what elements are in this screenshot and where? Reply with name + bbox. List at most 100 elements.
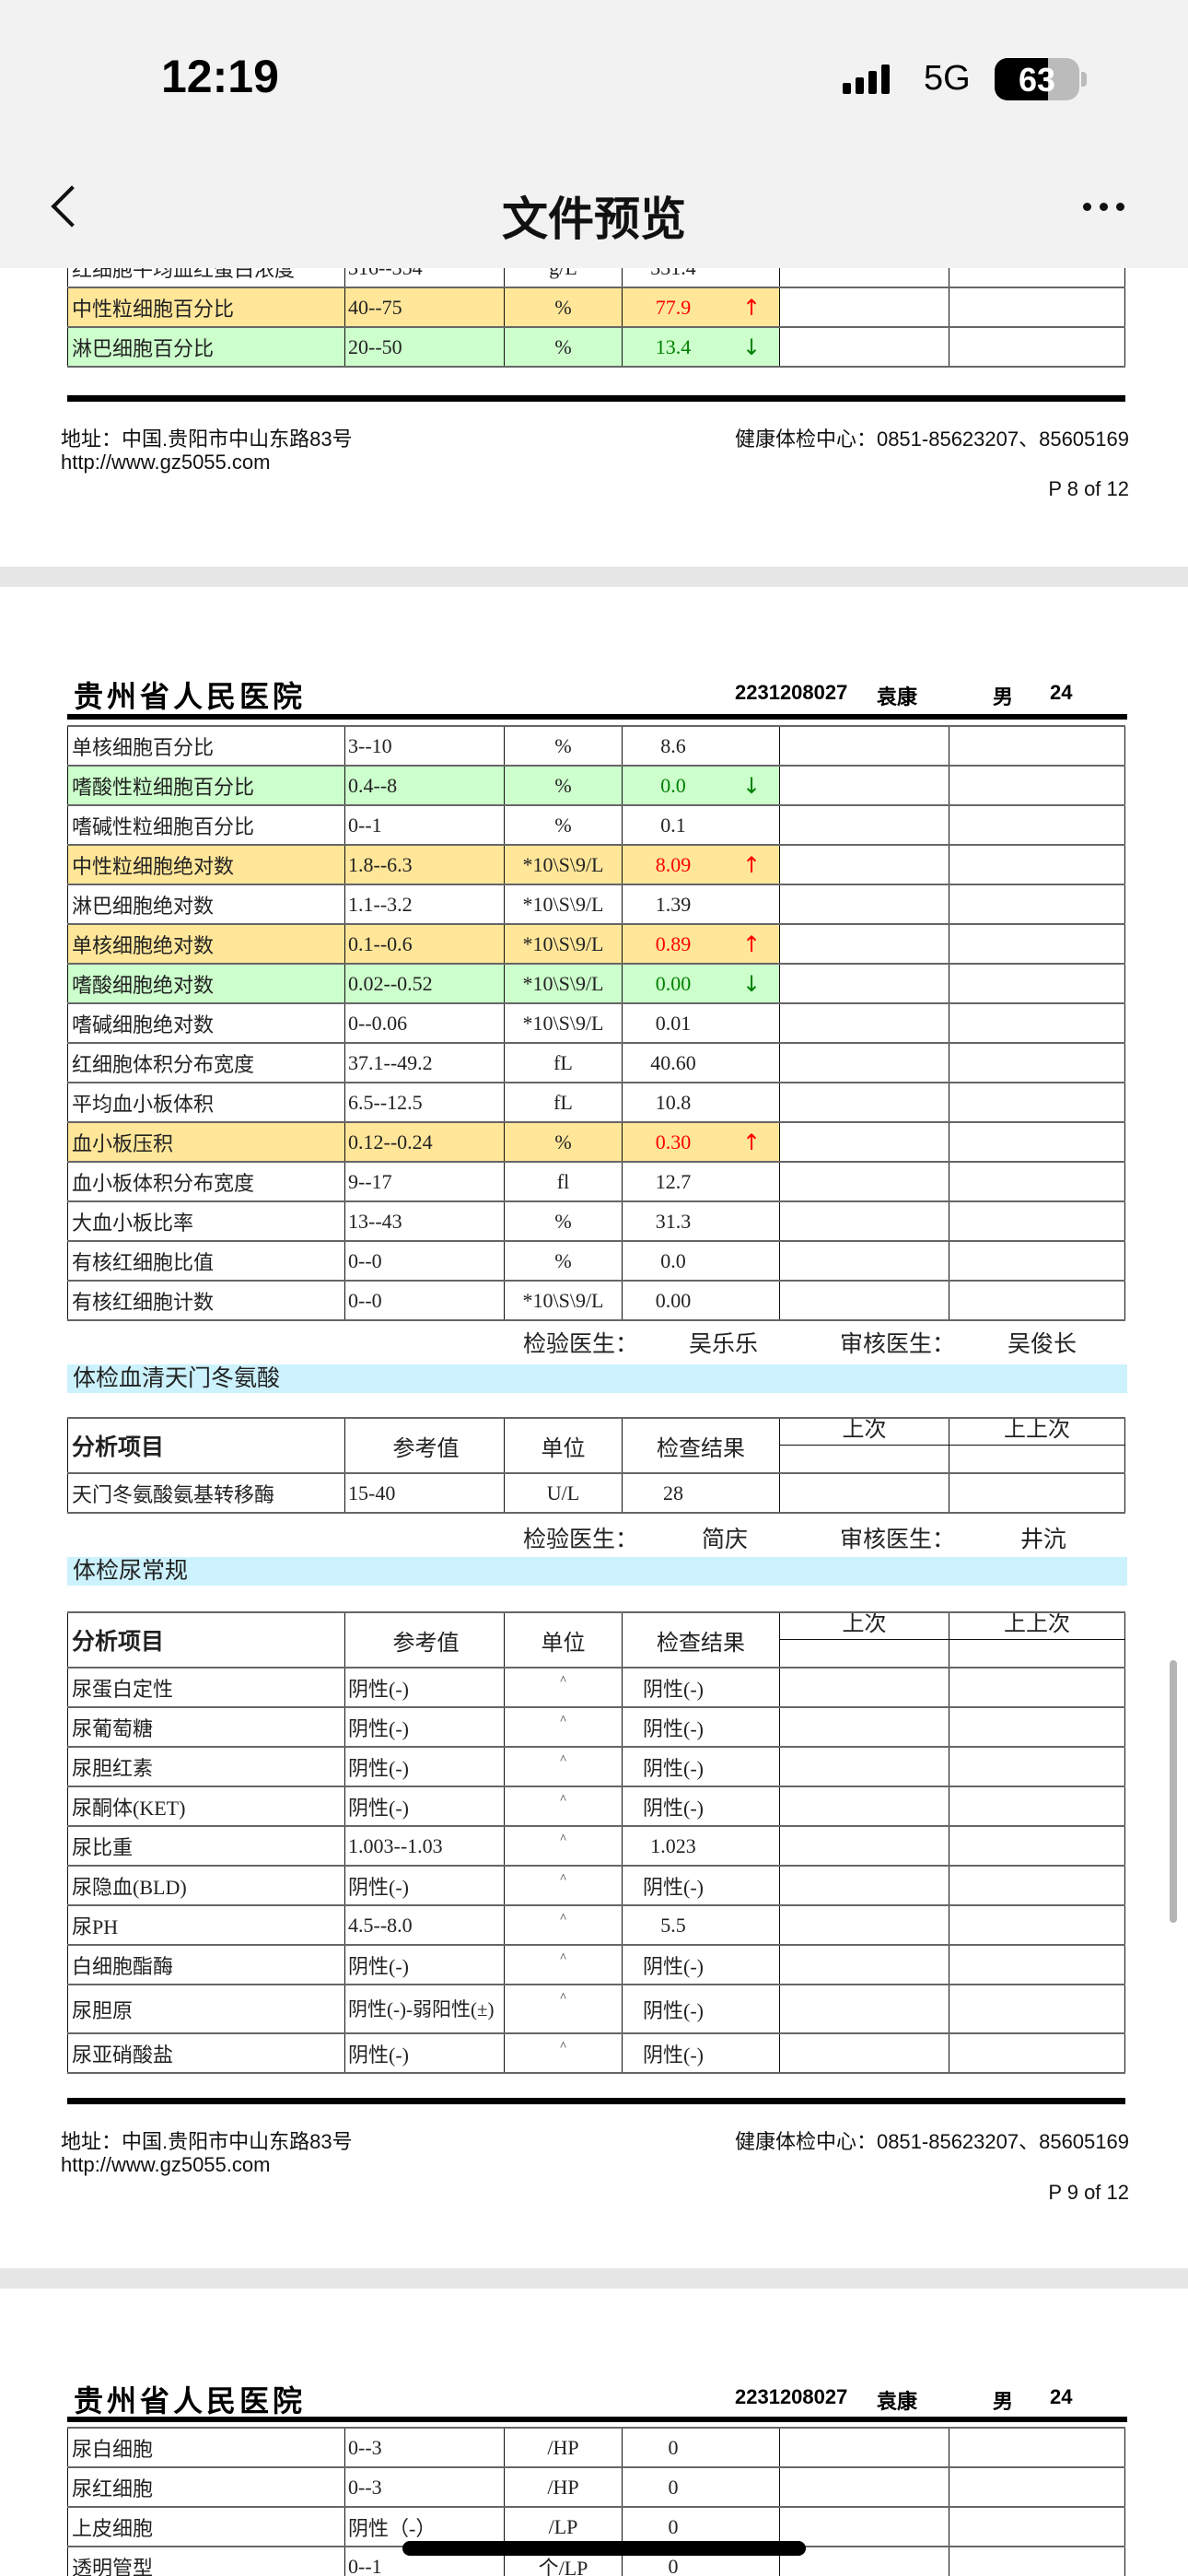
- results-table-p8: 红细胞平均血红蛋白浓度316--354g/L331.4中性粒细胞百分比40--7…: [67, 268, 1125, 368]
- more-horizontal-icon[interactable]: [1083, 203, 1124, 211]
- previous-previous-result: [949, 2468, 1125, 2506]
- navigation-bar: 文件预览: [0, 147, 1188, 268]
- result-value: 8.09: [655, 852, 692, 876]
- previous-previous-result: [949, 925, 1125, 963]
- footer-address: 地址：中国.贵阳市中山东路83号: [61, 2130, 353, 2153]
- previous-previous-result: [949, 1867, 1125, 1904]
- previous-previous-result: [949, 806, 1125, 844]
- tester-name: 吴乐乐: [689, 1332, 759, 1357]
- result-value: 阴性(-): [643, 1875, 704, 1899]
- previous-result: [780, 727, 949, 765]
- reference-range: 1.1--3.2: [345, 885, 505, 923]
- unit: %: [505, 328, 623, 366]
- previous-result: [780, 1906, 949, 1944]
- item-name: 嗜酸细胞绝对数: [67, 965, 345, 1002]
- previous-previous-result: [949, 1282, 1125, 1319]
- previous-result: [780, 767, 949, 804]
- result-value: 0.0: [660, 773, 686, 797]
- result: 0.0: [623, 1242, 780, 1280]
- result-value: 0: [668, 2475, 679, 2499]
- section-title: 体检尿常规: [67, 1557, 1127, 1586]
- result: 0.0 ↓: [623, 767, 780, 804]
- header-ref: 参考值: [345, 1613, 505, 1667]
- previous-result: [780, 1123, 949, 1161]
- unit: ^: [505, 1946, 623, 1984]
- document-viewer[interactable]: 红细胞平均血红蛋白浓度316--354g/L331.4中性粒细胞百分比40--7…: [0, 268, 1188, 2576]
- footer-phone: 健康体检中心：0851-85623207、85605169: [734, 427, 1129, 451]
- header-unit: 单位: [505, 1613, 623, 1667]
- previous-previous-result: [949, 846, 1125, 884]
- result-value: 0.01: [655, 1011, 692, 1035]
- reference-range: 阴性（-）: [345, 2508, 505, 2546]
- previous-previous-result: [949, 1787, 1125, 1825]
- result: 0.00: [623, 1282, 780, 1319]
- item-name: 有核红细胞计数: [67, 1282, 345, 1319]
- patient-id: 2231208027: [735, 681, 848, 704]
- patient-sex: 男: [993, 685, 1014, 708]
- previous-result: [780, 2034, 949, 2072]
- reference-range: 40--75: [345, 288, 505, 326]
- table-row: 尿白细胞 0--3/HP 0: [67, 2429, 1125, 2468]
- result-value: 28: [663, 1481, 683, 1505]
- previous-result: [780, 846, 949, 884]
- previous-result: [780, 328, 949, 366]
- table-header: 分析项目 参考值 单位 检查结果 上次 上上次: [67, 1611, 1125, 1669]
- results-table-blood: 单核细胞百分比 3--10% 8.6 嗜酸性粒细胞百分比 0.4--8% 0.0 ↓ 嗜碱性粒…: [67, 725, 1125, 1321]
- reference-range: 1.003--1.03: [345, 1827, 505, 1865]
- previous-previous-result: [949, 328, 1125, 366]
- previous-previous-result: [949, 1202, 1125, 1240]
- result-value: 阴性(-): [643, 1756, 704, 1780]
- results-table-ast: 分析项目 参考值 单位 检查结果 上次 上上次 天门冬氨酸氨基转移酶 15-40 U/L 28: [67, 1417, 1125, 1514]
- previous-previous-result: [949, 1708, 1125, 1746]
- unit: %: [505, 1242, 623, 1280]
- patient-age: 24: [1050, 681, 1073, 704]
- previous-result: [780, 1787, 949, 1825]
- table-row: 有核红细胞计数 0--0 *10\S\9/L 0.00: [67, 1282, 1125, 1321]
- previous-previous-result: [949, 1985, 1125, 2032]
- result-value: 0: [668, 2554, 679, 2576]
- unit: *10\S\9/L: [505, 846, 623, 884]
- reference-range: 阴性(-): [345, 1748, 505, 1786]
- page-title: 文件预览: [502, 193, 686, 246]
- reference-range: 13--43: [345, 1202, 505, 1240]
- hospital-name: 贵州省人民医院: [74, 679, 307, 714]
- header-prev2-label: 上上次: [949, 1613, 1124, 1640]
- status-bar: 12:19 5G 63: [0, 0, 1188, 147]
- result-value: 阴性(-): [643, 1954, 704, 1978]
- reference-range: 阴性(-): [345, 2034, 505, 2072]
- previous-previous-result: [949, 1123, 1125, 1161]
- table-row: 尿酮体(KET) 阴性(-) ^ 阴性(-): [67, 1787, 1125, 1827]
- reference-range: 0--3: [345, 2468, 505, 2506]
- home-indicator[interactable]: [402, 2541, 806, 2556]
- table-row: 天门冬氨酸氨基转移酶 15-40 U/L 28: [67, 1474, 1125, 1514]
- divider: [67, 2098, 1125, 2104]
- arrow-down-icon: ↓: [742, 334, 762, 360]
- result: 阴性(-): [623, 1867, 780, 1904]
- page-number: P 9 of 12: [1048, 2181, 1129, 2204]
- reference-range: 阴性(-): [345, 1787, 505, 1825]
- result-value: 0.0: [660, 1248, 686, 1272]
- item-name: 尿亚硝酸盐: [67, 2034, 345, 2072]
- unit: ^: [505, 1985, 623, 2032]
- table-row: 淋巴细胞绝对数 1.1--3.2 *10\S\9/L 1.39: [67, 885, 1125, 925]
- previous-result: [780, 2547, 949, 2576]
- unit: %: [505, 806, 623, 844]
- reviewer-name: 吴俊长: [1007, 1332, 1077, 1357]
- battery-icon: 63: [995, 58, 1079, 100]
- result: 阴性(-): [623, 2034, 780, 2072]
- header-item: 分析项目: [67, 1419, 345, 1472]
- result: 阴性(-): [623, 1787, 780, 1825]
- scrollbar[interactable]: [1170, 1660, 1177, 1923]
- previous-result: [780, 1985, 949, 2032]
- previous-result: [780, 1282, 949, 1319]
- unit: ^: [505, 1906, 623, 1944]
- previous-previous-result: [949, 1044, 1125, 1082]
- reference-range: 15-40: [345, 1474, 505, 1512]
- header-result: 检查结果: [623, 1419, 780, 1472]
- patient-id: 2231208027: [735, 2385, 848, 2408]
- previous-result: [780, 1163, 949, 1200]
- unit: /HP: [505, 2468, 623, 2506]
- item-name: 嗜碱性粒细胞百分比: [67, 806, 345, 844]
- table-row: 中性粒细胞绝对数 1.8--6.3 *10\S\9/L 8.09 ↑: [67, 846, 1125, 885]
- reference-range: 0.1--0.6: [345, 925, 505, 963]
